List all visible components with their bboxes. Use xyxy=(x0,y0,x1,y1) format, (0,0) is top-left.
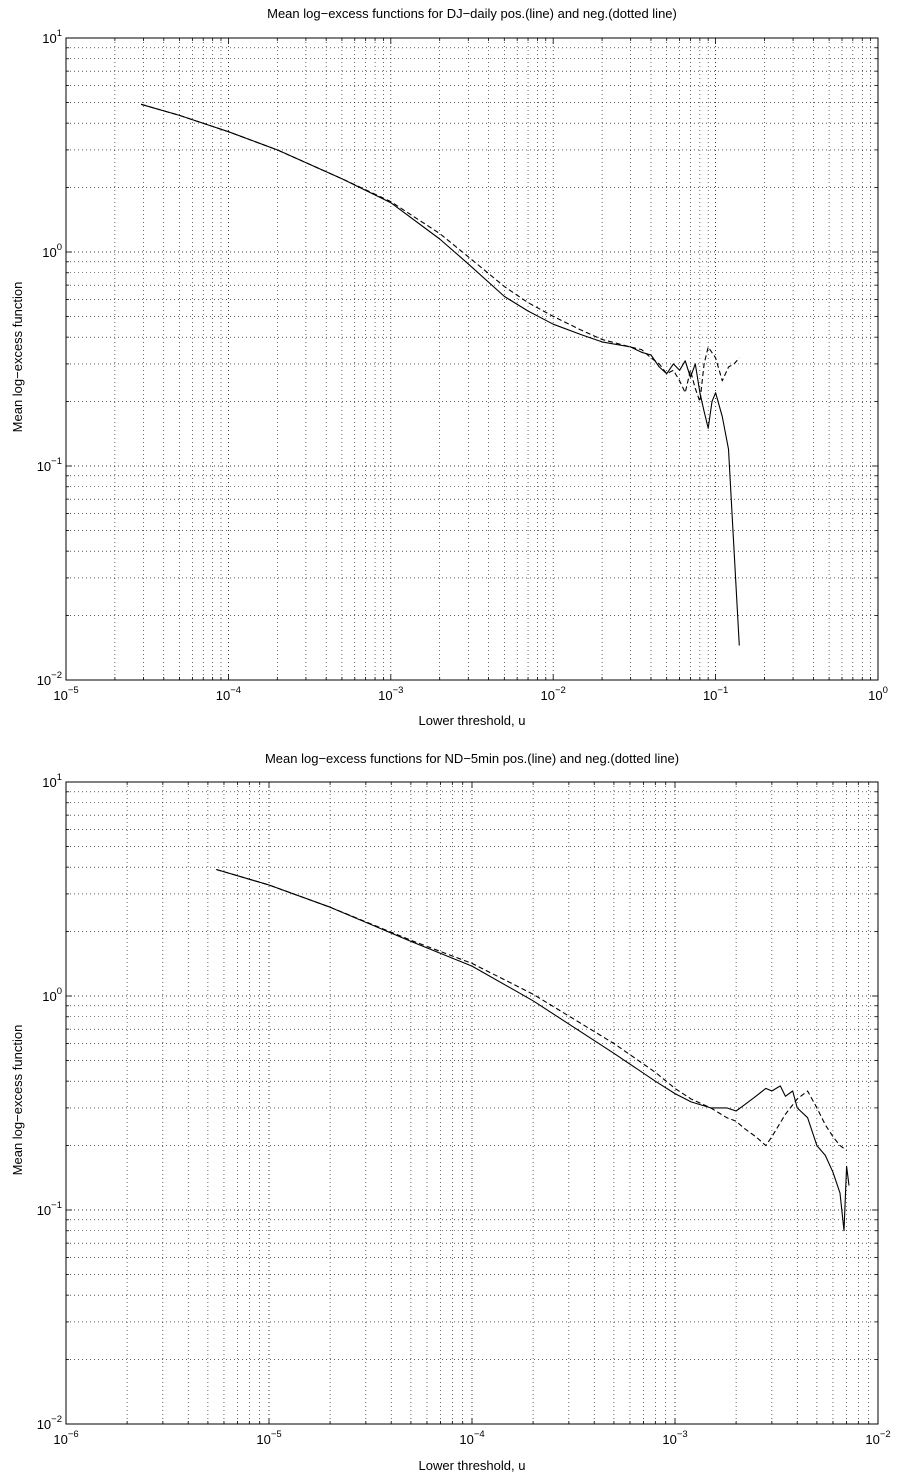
plot-frame xyxy=(65,37,879,681)
y-axis-label: Mean log−excess function xyxy=(10,282,25,433)
x-tick-label: 10−5 xyxy=(53,685,78,703)
y-tick-label: 100 xyxy=(42,986,62,1004)
x-axis-label: Lower threshold, u xyxy=(419,1458,526,1473)
y-tick-label: 101 xyxy=(42,28,62,46)
x-tick-label: 10−2 xyxy=(541,685,566,703)
y-tick-label: 10−2 xyxy=(37,670,62,688)
x-tick-label: 10−4 xyxy=(216,685,241,703)
series-pos-line xyxy=(140,103,740,646)
x-axis-label: Lower threshold, u xyxy=(419,713,526,728)
series-neg-line xyxy=(140,103,740,403)
x-tick-label: 10−3 xyxy=(662,1429,687,1447)
y-tick-label: 10−1 xyxy=(37,1200,62,1218)
y-axis-label: Mean log−excess function xyxy=(10,1025,25,1176)
y-tick-label: 10−1 xyxy=(37,456,62,474)
y-tick-label: 100 xyxy=(42,242,62,260)
chart-dj-daily: Mean log−excess functions for DJ−daily p… xyxy=(10,6,888,728)
y-tick-label: 101 xyxy=(42,772,62,790)
x-tick-label: 10−2 xyxy=(865,1429,890,1447)
series-pos-line xyxy=(216,868,850,1232)
chart-title: Mean log−excess functions for DJ−daily p… xyxy=(267,6,677,21)
x-tick-label: 10−5 xyxy=(256,1429,281,1447)
chart-title: Mean log−excess functions for ND−5min po… xyxy=(265,751,679,766)
y-tick-label: 10−2 xyxy=(37,1414,62,1432)
chart-nd-5min: Mean log−excess functions for ND−5min po… xyxy=(10,751,891,1473)
x-tick-label: 10−6 xyxy=(53,1429,78,1447)
x-tick-label: 10−4 xyxy=(459,1429,484,1447)
x-tick-label: 10−3 xyxy=(378,685,403,703)
x-tick-label: 100 xyxy=(868,685,888,703)
x-tick-label: 10−1 xyxy=(703,685,728,703)
series-neg-line xyxy=(216,868,847,1151)
